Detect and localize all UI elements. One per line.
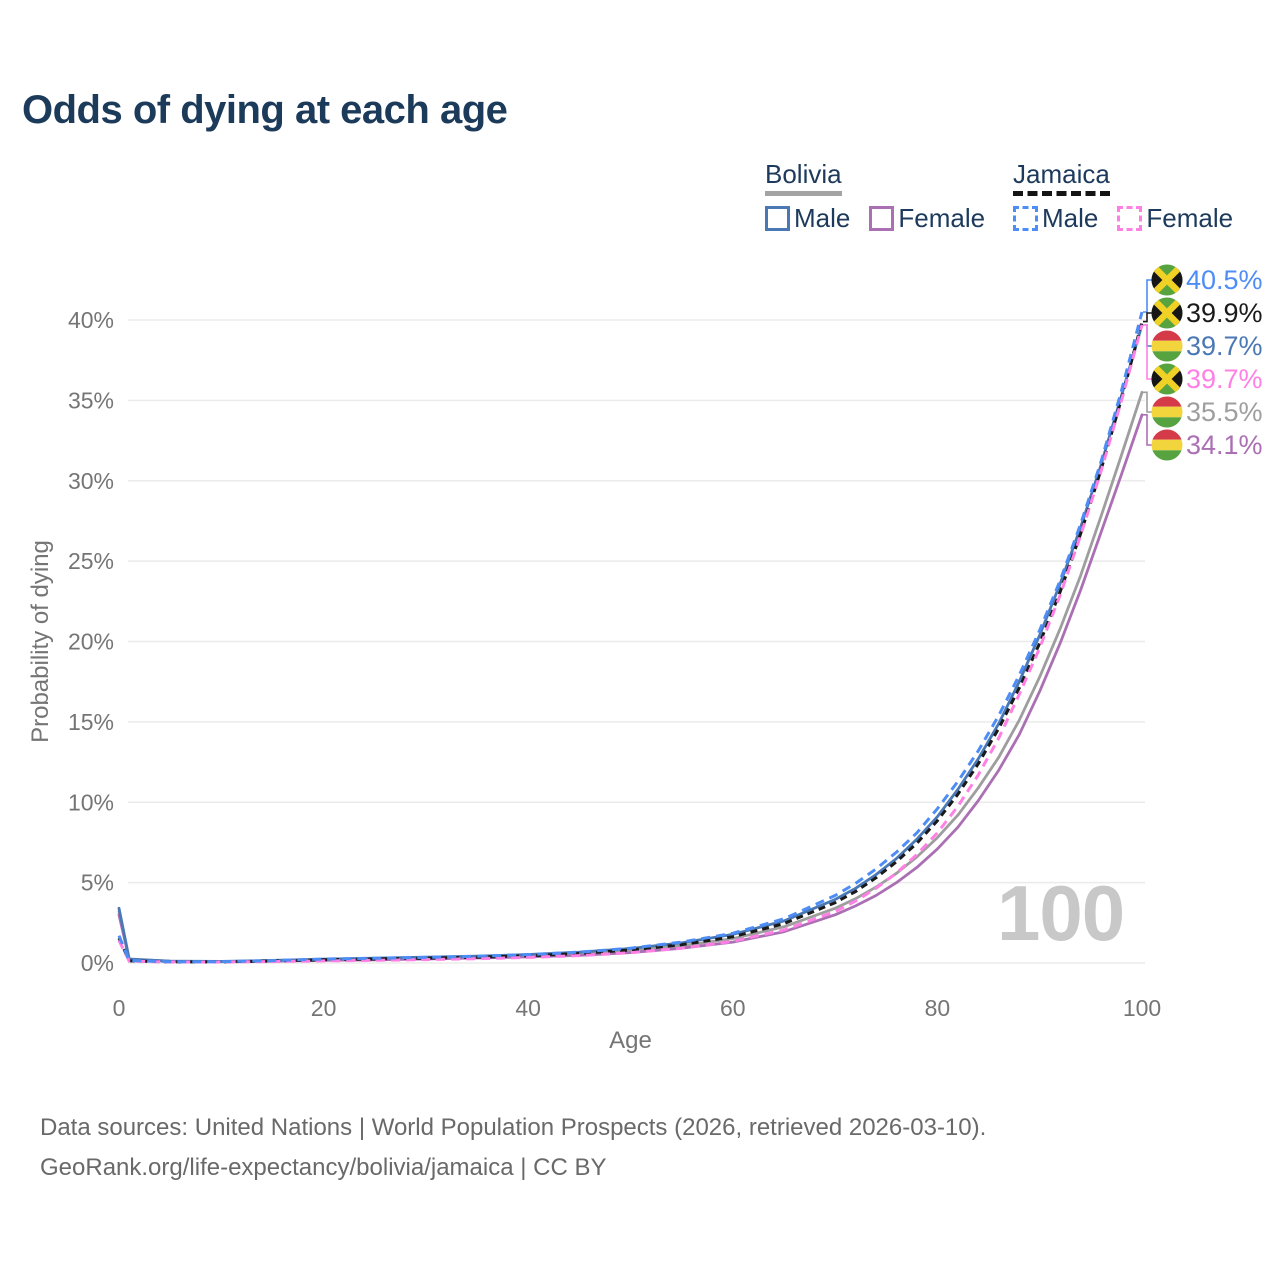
jamaica-flag-icon	[1151, 264, 1183, 296]
age-watermark: 100	[997, 869, 1125, 957]
end-label-value: 35.5%	[1186, 397, 1263, 427]
y-tick-label: 15%	[68, 709, 114, 735]
legend-item-bolivia-male[interactable]: Male	[765, 203, 850, 234]
y-tick-label: 10%	[68, 789, 114, 815]
legend-item-label: Male	[1042, 202, 1099, 233]
end-label-value: 39.9%	[1186, 298, 1263, 328]
bolivia-flag-icon	[1151, 429, 1183, 461]
y-tick-label: 5%	[81, 870, 114, 896]
x-tick-label: 100	[1123, 995, 1161, 1021]
legend-items-jamaica: Male Female	[1013, 203, 1252, 234]
legend-items-bolivia: Male Female	[765, 203, 1004, 234]
y-tick-label: 30%	[68, 468, 114, 494]
y-axis-title: Probability of dying	[27, 540, 54, 743]
legend-country-jamaica[interactable]: Jamaica	[1013, 159, 1110, 196]
legend-group-jamaica: Jamaica Male Female	[1013, 159, 1252, 234]
jamaica-female-swatch-icon	[1117, 205, 1143, 231]
legend-item-jamaica-male[interactable]: Male	[1013, 203, 1098, 234]
series-line-jamaica-male[interactable]	[117, 311, 1144, 964]
footer-attribution: GeoRank.org/life-expectancy/bolivia/jama…	[40, 1154, 607, 1181]
footer-data-sources: Data sources: United Nations | World Pop…	[40, 1114, 987, 1141]
x-tick-label: 40	[515, 995, 541, 1021]
x-axis-title: Age	[609, 1027, 652, 1054]
bolivia-female-swatch-icon	[869, 205, 895, 231]
bolivia-flag-icon	[1151, 396, 1183, 428]
jamaica-male-swatch-icon	[1013, 205, 1038, 231]
end-label-value: 39.7%	[1186, 364, 1263, 394]
series-line-bolivia-total[interactable]	[117, 390, 1144, 963]
bolivia-male-swatch-icon	[765, 205, 790, 231]
footer: Data sources: United Nations | World Pop…	[40, 1108, 986, 1188]
series-line-bolivia-female[interactable]	[117, 413, 1144, 964]
bolivia-flag-icon	[1151, 330, 1183, 362]
end-label-value: 40.5%	[1186, 265, 1263, 295]
y-tick-label: 25%	[68, 548, 114, 574]
legend-item-label: Female	[1146, 202, 1234, 233]
jamaica-flag-icon	[1151, 297, 1183, 329]
legend-country-bolivia[interactable]: Bolivia	[765, 159, 842, 196]
legend-item-label: Female	[898, 202, 986, 233]
page-title: Odds of dying at each age	[22, 88, 508, 132]
x-tick-label: 80	[925, 995, 951, 1021]
end-label-connector	[1143, 312, 1152, 323]
series-line-jamaica-female[interactable]	[117, 324, 1144, 964]
legend-item-jamaica-female[interactable]: Female	[1117, 203, 1233, 234]
x-tick-label: 20	[311, 995, 337, 1021]
y-tick-label: 35%	[68, 387, 114, 413]
end-label-value: 39.7%	[1186, 331, 1263, 361]
legend-item-bolivia-female[interactable]: Female	[869, 203, 985, 234]
jamaica-flag-icon	[1151, 363, 1183, 395]
series-line-bolivia-male[interactable]	[117, 323, 1144, 963]
legend-group-bolivia: Bolivia Male Female	[765, 159, 1004, 234]
end-label-connector	[1143, 391, 1152, 413]
y-tick-label: 40%	[68, 307, 114, 333]
end-label-connector	[1143, 279, 1152, 313]
y-tick-label: 20%	[68, 629, 114, 655]
end-label-value: 34.1%	[1186, 430, 1263, 460]
x-tick-label: 0	[113, 995, 126, 1021]
legend-item-label: Male	[794, 202, 851, 233]
end-label-connector	[1143, 324, 1152, 380]
y-tick-label: 0%	[81, 950, 114, 976]
end-label-connector	[1143, 414, 1152, 446]
x-tick-label: 60	[720, 995, 746, 1021]
